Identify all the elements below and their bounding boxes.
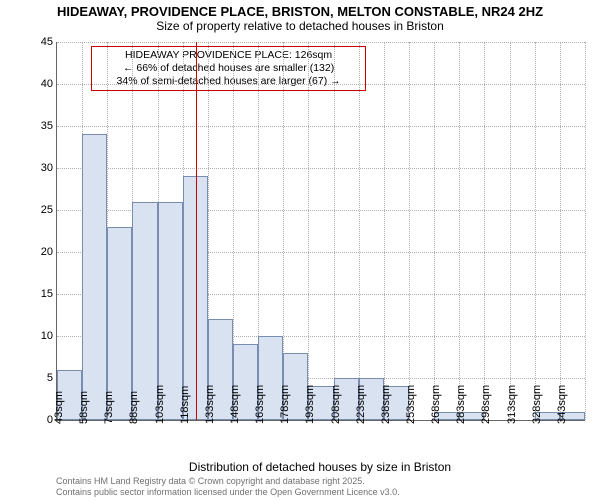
x-tick-label: 148sqm bbox=[229, 385, 241, 424]
gridline-v bbox=[585, 42, 586, 420]
gridline-h bbox=[57, 42, 585, 43]
gridline-v bbox=[308, 42, 309, 420]
gridline-v bbox=[384, 42, 385, 420]
x-tick-label: 328sqm bbox=[531, 385, 543, 424]
x-tick-label: 298sqm bbox=[480, 385, 492, 424]
property-size-histogram: HIDEAWAY, PROVIDENCE PLACE, BRISTON, MEL… bbox=[0, 0, 600, 500]
chart-title: HIDEAWAY, PROVIDENCE PLACE, BRISTON, MEL… bbox=[0, 4, 600, 33]
gridline-h bbox=[57, 168, 585, 169]
gridline-v bbox=[459, 42, 460, 420]
x-tick-label: 58sqm bbox=[78, 391, 90, 424]
x-tick-label: 238sqm bbox=[380, 385, 392, 424]
gridline-v bbox=[334, 42, 335, 420]
gridline-v bbox=[409, 42, 410, 420]
annotation-line3: 34% of semi-detached houses are larger (… bbox=[98, 75, 359, 88]
x-tick-label: 283sqm bbox=[455, 385, 467, 424]
x-tick-label: 133sqm bbox=[204, 385, 216, 424]
gridline-v bbox=[535, 42, 536, 420]
x-tick-label: 88sqm bbox=[128, 391, 140, 424]
y-tick-label: 25 bbox=[41, 204, 53, 216]
gridline-h bbox=[57, 84, 585, 85]
x-tick-label: 253sqm bbox=[405, 385, 417, 424]
x-tick-label: 103sqm bbox=[154, 385, 166, 424]
y-tick-label: 45 bbox=[41, 36, 53, 48]
gridline-v bbox=[359, 42, 360, 420]
y-tick-label: 20 bbox=[41, 246, 53, 258]
footer-line2: Contains public sector information licen… bbox=[56, 487, 400, 498]
annotation-line2: ← 66% of detached houses are smaller (13… bbox=[98, 62, 359, 75]
x-tick-label: 73sqm bbox=[103, 391, 115, 424]
gridline-v bbox=[434, 42, 435, 420]
plot-area: HIDEAWAY PROVIDENCE PLACE: 126sqm ← 66% … bbox=[56, 42, 585, 421]
x-tick-label: 118sqm bbox=[179, 386, 191, 424]
x-tick-label: 163sqm bbox=[254, 385, 266, 424]
x-tick-label: 313sqm bbox=[506, 385, 518, 424]
y-tick-label: 5 bbox=[47, 372, 53, 384]
gridline-v bbox=[510, 42, 511, 420]
x-tick-label: 43sqm bbox=[53, 391, 65, 424]
y-tick-label: 40 bbox=[41, 78, 53, 90]
footer-line1: Contains HM Land Registry data © Crown c… bbox=[56, 476, 400, 487]
x-tick-label: 223sqm bbox=[355, 385, 367, 424]
x-tick-label: 178sqm bbox=[279, 385, 291, 424]
y-tick-label: 10 bbox=[41, 330, 53, 342]
gridline-h bbox=[57, 126, 585, 127]
annotation-line1: HIDEAWAY PROVIDENCE PLACE: 126sqm bbox=[98, 49, 359, 62]
histogram-bar bbox=[82, 134, 107, 420]
gridline-v bbox=[484, 42, 485, 420]
gridline-v bbox=[560, 42, 561, 420]
y-tick-label: 35 bbox=[41, 120, 53, 132]
title-line2: Size of property relative to detached ho… bbox=[0, 19, 600, 33]
x-tick-label: 193sqm bbox=[304, 385, 316, 424]
property-marker-line bbox=[196, 42, 197, 420]
x-tick-label: 208sqm bbox=[330, 385, 342, 424]
footer-copyright: Contains HM Land Registry data © Crown c… bbox=[56, 476, 400, 498]
x-tick-label: 343sqm bbox=[556, 385, 568, 424]
x-axis-label: Distribution of detached houses by size … bbox=[56, 460, 584, 474]
y-tick-label: 30 bbox=[41, 162, 53, 174]
title-line1: HIDEAWAY, PROVIDENCE PLACE, BRISTON, MEL… bbox=[0, 4, 600, 19]
x-tick-label: 268sqm bbox=[430, 385, 442, 424]
y-tick-label: 15 bbox=[41, 288, 53, 300]
